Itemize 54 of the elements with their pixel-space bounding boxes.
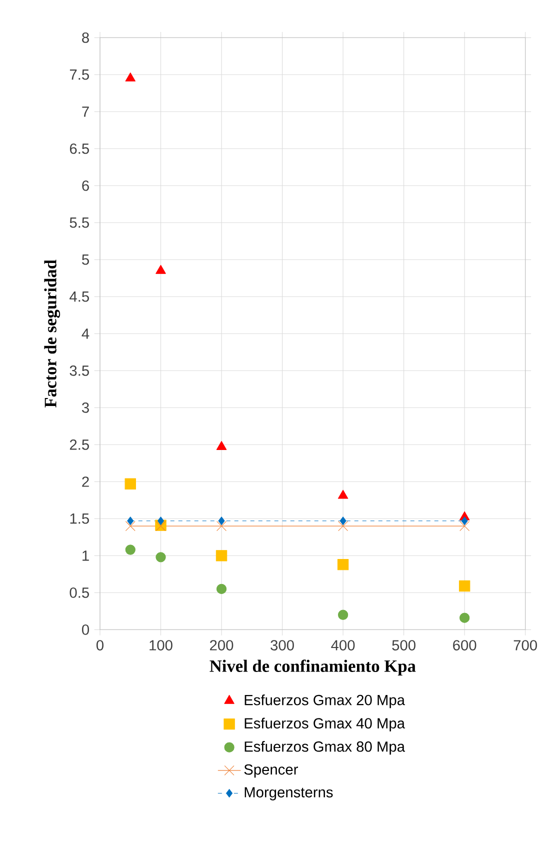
x-tick-label: 100 [150, 640, 172, 650]
point [460, 521, 470, 532]
y-tick-label: 8 [82, 32, 89, 43]
y-tick-label: 2 [82, 476, 89, 487]
point [338, 490, 348, 499]
point [125, 544, 136, 555]
x-tick-label: 300 [270, 640, 294, 650]
y-tick-label: 1.5 [70, 514, 89, 524]
point [218, 516, 225, 526]
x-tick-label: 700 [514, 640, 537, 650]
y-tick-label: 6.5 [70, 143, 89, 154]
y-tick-label: 2.5 [70, 439, 89, 450]
point [338, 521, 348, 532]
y-tick-label: 1 [82, 550, 89, 561]
point [127, 516, 134, 526]
x-tick-label: 400 [331, 640, 355, 650]
legend-label: Esfuerzos Gmax 20 Mpa [244, 694, 405, 708]
point [216, 441, 227, 450]
legend-label: Esfuerzos Gmax 80 Mpa [244, 741, 405, 755]
point [216, 584, 227, 594]
point [337, 558, 349, 570]
y-tick-label: 0 [82, 624, 90, 635]
point [461, 516, 468, 526]
y-tick-label: 5 [82, 254, 89, 265]
point [340, 516, 346, 526]
legend-label: Spencer [244, 764, 298, 778]
y-tick-label: 7 [82, 106, 89, 117]
point [216, 550, 228, 562]
point [156, 552, 166, 562]
x-tick-label: 600 [453, 640, 476, 650]
x-tick-label: 200 [210, 640, 234, 650]
point [459, 612, 470, 623]
y-tick-label: 0.5 [70, 587, 89, 598]
y-tick-label: 3 [82, 402, 89, 413]
y-tick-label: 5.5 [70, 218, 89, 228]
x-axis-title: Nivel de confinamiento Kpa [210, 660, 416, 676]
point [458, 580, 470, 592]
point [216, 521, 227, 532]
y-tick-label: 3.5 [70, 365, 89, 376]
y-axis-title: Factor de seguridad [44, 260, 60, 408]
y-tick-label: 6 [82, 180, 89, 191]
point [157, 516, 164, 526]
legend-label: Esfuerzos Gmax 40 Mpa [244, 718, 405, 732]
point [125, 72, 136, 82]
y-tick-label: 7.5 [70, 70, 89, 80]
y-tick-label: 4.5 [70, 292, 89, 302]
y-tick-label: 4 [82, 328, 90, 339]
legend-label: Morgensterns [244, 787, 333, 800]
point [338, 610, 348, 620]
x-tick-label: 500 [392, 640, 416, 650]
point [156, 264, 166, 274]
point [124, 478, 136, 490]
x-tick-label: 0 [96, 640, 104, 650]
point [125, 521, 136, 532]
